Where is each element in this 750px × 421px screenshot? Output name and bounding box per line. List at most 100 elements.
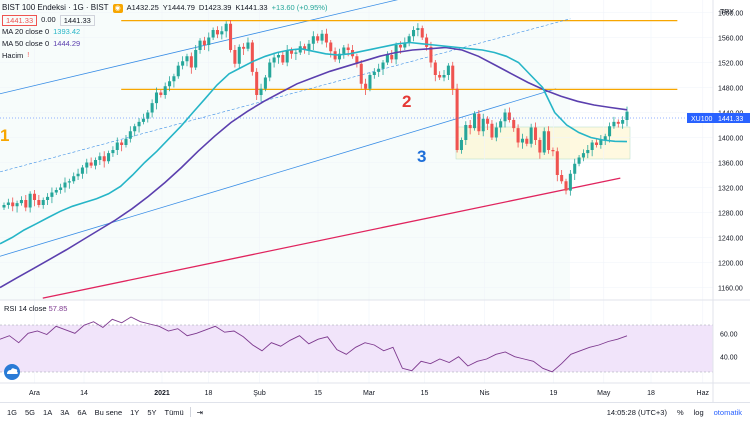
candle — [128, 131, 132, 139]
time-tick: 15 — [421, 390, 429, 397]
time-tick: 2021 — [154, 390, 170, 397]
candle — [577, 157, 581, 164]
candle — [547, 131, 551, 150]
candle — [442, 75, 446, 78]
range-button[interactable]: Bu sene — [94, 407, 123, 417]
ma20-line — [0, 41, 628, 245]
candle — [19, 200, 23, 204]
candle — [237, 46, 241, 64]
candle — [324, 33, 328, 43]
log-toggle[interactable]: log — [693, 407, 704, 417]
annotation-1: 1 — [0, 126, 9, 145]
candle — [133, 126, 137, 132]
candle — [625, 111, 629, 120]
last-price-tag — [687, 113, 750, 123]
symbol-title[interactable]: BIST 100 Endeksi · 1G · BIST — [2, 3, 109, 12]
candle — [372, 71, 376, 75]
clock[interactable]: 14:05:28 (UTC+3) — [606, 407, 667, 417]
candle — [320, 33, 324, 41]
candle — [102, 156, 106, 162]
candle — [2, 205, 6, 208]
candle — [594, 142, 599, 145]
price-tick: 1320.00 — [718, 186, 743, 193]
candle — [503, 112, 507, 122]
candle — [612, 121, 616, 127]
candle — [59, 187, 63, 190]
candle — [490, 123, 494, 138]
candles — [2, 20, 629, 213]
rsi-legend[interactable]: RSI 14 close 57.85 — [4, 304, 67, 313]
goto-date-icon[interactable]: ⇥ — [196, 407, 203, 417]
range-button[interactable]: 5Y — [147, 407, 157, 417]
candle — [255, 71, 259, 95]
candle — [194, 50, 198, 68]
candle — [85, 162, 89, 168]
candle — [616, 121, 620, 124]
candle — [420, 28, 424, 38]
candle — [316, 36, 320, 41]
candle — [172, 76, 176, 82]
range-button[interactable]: Tümü — [164, 407, 184, 417]
candle — [621, 120, 625, 124]
range-button[interactable]: 6A — [77, 407, 87, 417]
candle — [32, 193, 37, 200]
candle — [590, 142, 594, 150]
candle — [337, 53, 341, 60]
candle — [268, 62, 272, 78]
candle — [242, 46, 246, 49]
candle — [189, 56, 193, 68]
price-chart[interactable]: 1600.001560.001520.001480.001440.001400.… — [0, 0, 750, 402]
price-tick: 1400.00 — [718, 136, 743, 143]
candle — [181, 61, 185, 66]
candle — [525, 138, 529, 144]
percent-toggle[interactable]: % — [676, 407, 684, 417]
candle — [307, 43, 311, 50]
auto-toggle[interactable]: otomatik — [713, 407, 742, 417]
candle — [150, 103, 154, 113]
range-button[interactable]: 1Y — [130, 407, 140, 417]
candle — [111, 150, 115, 154]
candle — [499, 121, 503, 128]
currency-label: TRY — [720, 9, 734, 16]
ask-box[interactable]: 1441.33 — [59, 14, 95, 26]
range-button[interactable]: 3A — [60, 407, 70, 417]
legend-ma20-row[interactable]: MA 20 close 0 1393.42 — [2, 26, 327, 38]
candle — [303, 46, 307, 50]
hidden-icon[interactable]: ! — [27, 52, 30, 59]
price-axis[interactable]: 1600.001560.001520.001480.001440.001400.… — [718, 11, 743, 293]
candle — [433, 62, 437, 75]
range-button[interactable]: 1G — [7, 407, 18, 417]
rsi-band — [0, 325, 713, 372]
spread-value: 0.00 — [41, 15, 56, 24]
candle — [608, 126, 612, 137]
time-tick: Ara — [29, 390, 40, 397]
candle — [346, 47, 350, 50]
ohlc-close: K1441.33 — [235, 3, 268, 12]
time-axis[interactable]: Ara 14 2021 18 Şub 15 Mar 15 Nis 19 May 18 Haz — [29, 390, 709, 397]
candle — [24, 200, 28, 208]
candle — [542, 131, 546, 153]
bid-box[interactable]: 1441.33 — [2, 14, 38, 26]
range-button[interactable]: 1A — [43, 407, 53, 417]
price-tick: 1240.00 — [718, 236, 743, 243]
candle — [599, 140, 603, 145]
price-tick: 1280.00 — [718, 211, 743, 218]
candle — [407, 36, 411, 43]
candle — [263, 77, 267, 89]
legend-symbol-row: BIST 100 Endeksi · 1G · BIST ◉ A1432.25 … — [2, 2, 327, 14]
candle — [377, 68, 381, 72]
candle — [364, 83, 368, 89]
bottom-right-controls: 14:05:28 (UTC+3) % log otomatik — [607, 408, 750, 417]
eye-icon[interactable]: ◉ — [112, 3, 123, 13]
legend-volume-row[interactable]: Hacim ! — [2, 50, 327, 62]
candle — [486, 118, 490, 124]
candle — [464, 125, 468, 140]
candle — [233, 50, 237, 64]
last-price-value: 1441.33 — [718, 116, 743, 123]
range-button[interactable]: 5G — [25, 407, 36, 417]
legend-ma50-row[interactable]: MA 50 close 0 1444.29 — [2, 38, 327, 50]
candle — [63, 182, 67, 188]
ohlc-open: A1432.25 — [126, 3, 159, 12]
candle — [294, 52, 298, 54]
